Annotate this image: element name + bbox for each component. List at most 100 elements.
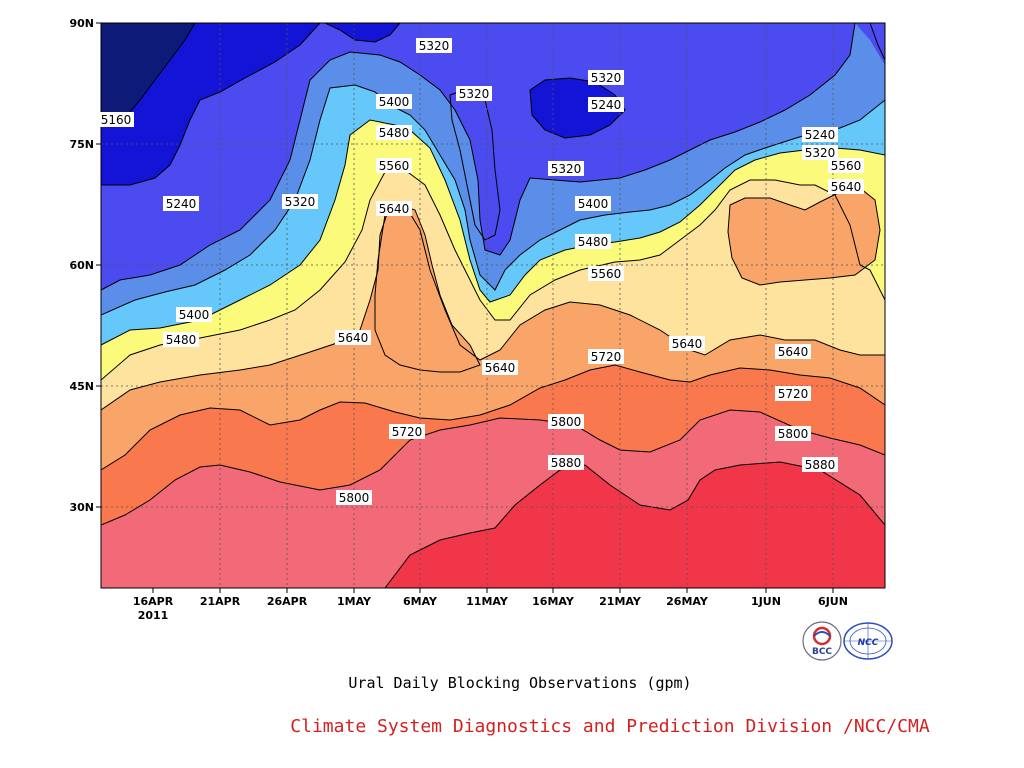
- contour-label-text: 5240: [591, 98, 622, 112]
- contour-label-box: [98, 112, 134, 127]
- contour-label-box: [588, 70, 624, 85]
- contour-label-box: [282, 194, 318, 209]
- contour-label-box: [588, 349, 624, 364]
- contour-label-box: [389, 424, 425, 439]
- contour-label-box: [575, 234, 611, 249]
- contour-label: 5320: [416, 38, 452, 53]
- contour-label-text: 5320: [805, 146, 836, 160]
- contour-label-box: [176, 307, 212, 322]
- contour-line-5560: [101, 169, 885, 381]
- x-tick-label: 16APR: [133, 595, 174, 608]
- contour-line-5800: [101, 409, 885, 526]
- contour-label-box: [376, 158, 412, 173]
- contour-label-text: 5320: [419, 39, 450, 53]
- ncc-logo-text: NCC: [858, 638, 879, 648]
- contour-label-box: [376, 94, 412, 109]
- contour-label-box: [588, 97, 624, 112]
- y-tick-label: 60N: [69, 259, 94, 272]
- band-below-5160: [101, 23, 195, 125]
- credit-line: Climate System Diagnostics and Predictio…: [290, 716, 930, 737]
- contour-label: 5320: [282, 194, 318, 209]
- contour-line-5640-east: [727, 187, 881, 286]
- contour-label-box: [669, 336, 705, 351]
- contour-label-box: [775, 344, 811, 359]
- contour-label-box: [456, 86, 492, 101]
- y-tick-label: 30N: [69, 501, 94, 514]
- contour-label-text: 5720: [778, 387, 809, 401]
- contour-label: 5240: [588, 97, 624, 112]
- contour-label: 5480: [575, 234, 611, 249]
- contour-label: 5160: [98, 112, 134, 127]
- contour-label: 5640: [376, 201, 412, 216]
- x-tick-label: 16MAY: [532, 595, 575, 608]
- x-tick-label: 6MAY: [403, 595, 438, 608]
- bcc-logo: BCC: [802, 621, 842, 661]
- contour-label: 5560: [376, 158, 412, 173]
- contour-line-5640: [101, 204, 885, 411]
- ncc-logo: NCC: [843, 622, 893, 660]
- contour-label-text: 5560: [831, 159, 862, 173]
- contour-label-text: 5800: [551, 415, 582, 429]
- contour-label: 5560: [828, 158, 864, 173]
- contour-line-5240-top: [324, 23, 401, 43]
- contour-lines: [101, 23, 885, 588]
- contour-line-5320: [101, 23, 856, 291]
- contour-label-box: [575, 196, 611, 211]
- contour-label-box: [376, 125, 412, 140]
- contour-label-text: 5400: [179, 308, 210, 322]
- contour-label-box: [588, 266, 624, 281]
- contour-label-box: [775, 386, 811, 401]
- contour-label: 5800: [548, 414, 584, 429]
- contour-label-text: 5240: [166, 197, 197, 211]
- contour-label: 5480: [376, 125, 412, 140]
- contour-label-text: 5560: [591, 267, 622, 281]
- contour-label-text: 5320: [285, 195, 316, 209]
- y-tick-label: 75N: [69, 138, 94, 151]
- contour-line-5240: [101, 23, 321, 186]
- contour-label-box: [802, 127, 838, 142]
- contour-label-text: 5800: [339, 491, 370, 505]
- contour-label-box: [482, 360, 518, 375]
- x-axis: 16APR 21APR 26APR 1MAY 6MAY 11MAY 16MAY 21MAY 26…: [133, 588, 848, 608]
- band-5640-5720-north-east: [728, 188, 880, 285]
- contour-label-text: 5880: [551, 456, 582, 470]
- contour-label-text: 5640: [672, 337, 703, 351]
- contour-label-text: 5720: [392, 425, 423, 439]
- bcc-logo-text: BCC: [812, 647, 832, 657]
- contour-label-box: [775, 426, 811, 441]
- contour-label-text: 5640: [831, 180, 862, 194]
- contour-label-text: 5400: [578, 197, 609, 211]
- chart-title: Ural Daily Blocking Observations (gpm): [348, 674, 691, 692]
- plot-frame: [100, 22, 886, 589]
- contour-label-box: [802, 145, 838, 160]
- band-5160-5240-east: [530, 78, 625, 138]
- x-tick-label: 1MAY: [337, 595, 372, 608]
- contour-label: 5720: [775, 386, 811, 401]
- contour-label-box: [163, 332, 199, 347]
- y-tick-label: 45N: [69, 380, 94, 393]
- band-5160-5240: [101, 23, 400, 185]
- x-tick-label: 26MAY: [666, 595, 709, 608]
- y-tick-label: 90N: [69, 17, 94, 30]
- x-tick-label: 1JUN: [751, 595, 781, 608]
- contour-line-5640-mid: [374, 204, 481, 373]
- contour-label: 5880: [802, 457, 838, 472]
- contour-label-text: 5480: [578, 235, 609, 249]
- contour-line-5400: [101, 84, 885, 316]
- contour-line-5880: [384, 461, 885, 588]
- contour-label-box: [336, 490, 372, 505]
- contour-label-text: 5320: [459, 87, 490, 101]
- contour-label: 5480: [163, 332, 199, 347]
- contour-label-box: [335, 330, 371, 345]
- x-tick-label: 26APR: [267, 595, 308, 608]
- contour-label: 5240: [802, 127, 838, 142]
- contour-label: 5640: [335, 330, 371, 345]
- x-tick-label: 6JUN: [818, 595, 848, 608]
- contour-label: 5560: [588, 266, 624, 281]
- contour-labels: 5160 5240 5320 5320 5320 5320 5240 5400 5480 5560…: [98, 38, 864, 505]
- contour-label: 5320: [802, 145, 838, 160]
- contour-label-text: 5640: [485, 361, 516, 375]
- contour-label-text: 5880: [805, 458, 836, 472]
- contour-label-text: 5480: [166, 333, 197, 347]
